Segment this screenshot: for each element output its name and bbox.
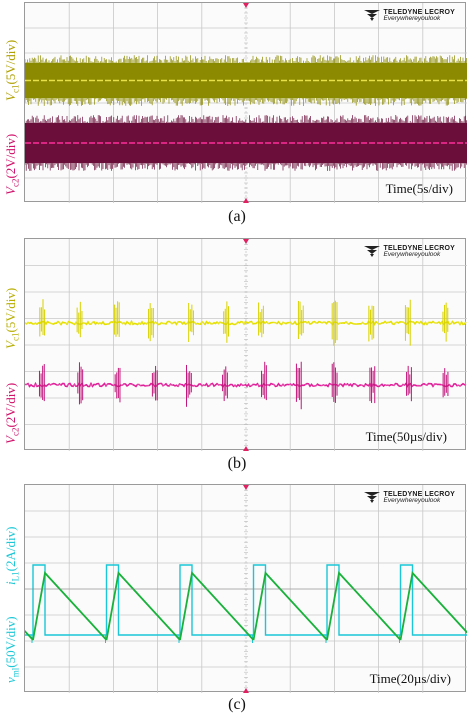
- caption-c: (c): [228, 696, 246, 713]
- caption-b: (b): [227, 455, 247, 472]
- lecroy-bird-icon: [363, 10, 380, 21]
- brand-name: TELEDYNE LECROY: [383, 491, 455, 498]
- trace-vc2: [25, 361, 467, 410]
- brand-logo: TELEDYNE LECROY Everywhereyoulook: [363, 491, 455, 505]
- grid: [25, 485, 467, 693]
- trace-vc1: [25, 299, 467, 346]
- trigger-marker: [243, 3, 249, 8]
- square-wave: [25, 564, 467, 636]
- waveform-plot-a: [25, 3, 467, 203]
- triangle-wave: [25, 571, 467, 641]
- trigger-marker: [243, 198, 249, 203]
- channel-label-vc1: Vc1(5V/div): [3, 39, 21, 101]
- grid: [25, 239, 467, 451]
- scope-panel-c: TELEDYNE LECROY Everywhereyoulook iL1(2A…: [3, 484, 467, 693]
- trigger-marker: [243, 446, 249, 451]
- brand-logo: TELEDYNE LECROY Everywhereyoulook: [363, 245, 455, 259]
- trigger-marker: [243, 239, 249, 244]
- scope-panel-a: TELEDYNE LECROY Everywhereyoulook Vc1(5V…: [3, 2, 467, 203]
- trigger-marker: [243, 688, 249, 693]
- channel-label-vc2: Vc2(2V/div): [3, 133, 21, 195]
- lecroy-bird-icon: [363, 246, 380, 257]
- waveform-plot-c: [25, 485, 467, 693]
- channel-label-vc2: Vc2(2V/div): [3, 382, 21, 444]
- brand-name: TELEDYNE LECROY: [383, 9, 455, 16]
- lecroy-bird-icon: [363, 492, 380, 503]
- time-scale-label: Time(20µs/div): [369, 671, 451, 686]
- time-scale-label: Time(50µs/div): [365, 429, 447, 444]
- trace-il1: [25, 571, 467, 641]
- channel-label-il1: iL1(2A/div): [3, 526, 21, 585]
- channel-label-vml: vml(50V/div): [3, 616, 21, 683]
- trace-vc1: [25, 55, 467, 106]
- caption-a: (a): [228, 208, 246, 225]
- brand-logo: TELEDYNE LECROY Everywhereyoulook: [363, 9, 455, 23]
- brand-tagline: Everywhereyoulook: [383, 15, 441, 22]
- brand-tagline: Everywhereyoulook: [383, 497, 441, 504]
- trace-vc2: [25, 115, 467, 171]
- noise-spikes: [25, 115, 467, 171]
- time-scale-label: Time(5s/div): [385, 181, 453, 196]
- noise-spikes: [25, 55, 467, 106]
- waveform-plot-b: [25, 239, 467, 451]
- scope-panel-b: TELEDYNE LECROY Everywhereyoulook Vc1(5V…: [3, 238, 467, 451]
- brand-tagline: Everywhereyoulook: [383, 251, 441, 258]
- trigger-marker: [243, 485, 249, 490]
- channel-label-vc1: Vc1(5V/div): [3, 287, 21, 349]
- brand-name: TELEDYNE LECROY: [383, 245, 455, 252]
